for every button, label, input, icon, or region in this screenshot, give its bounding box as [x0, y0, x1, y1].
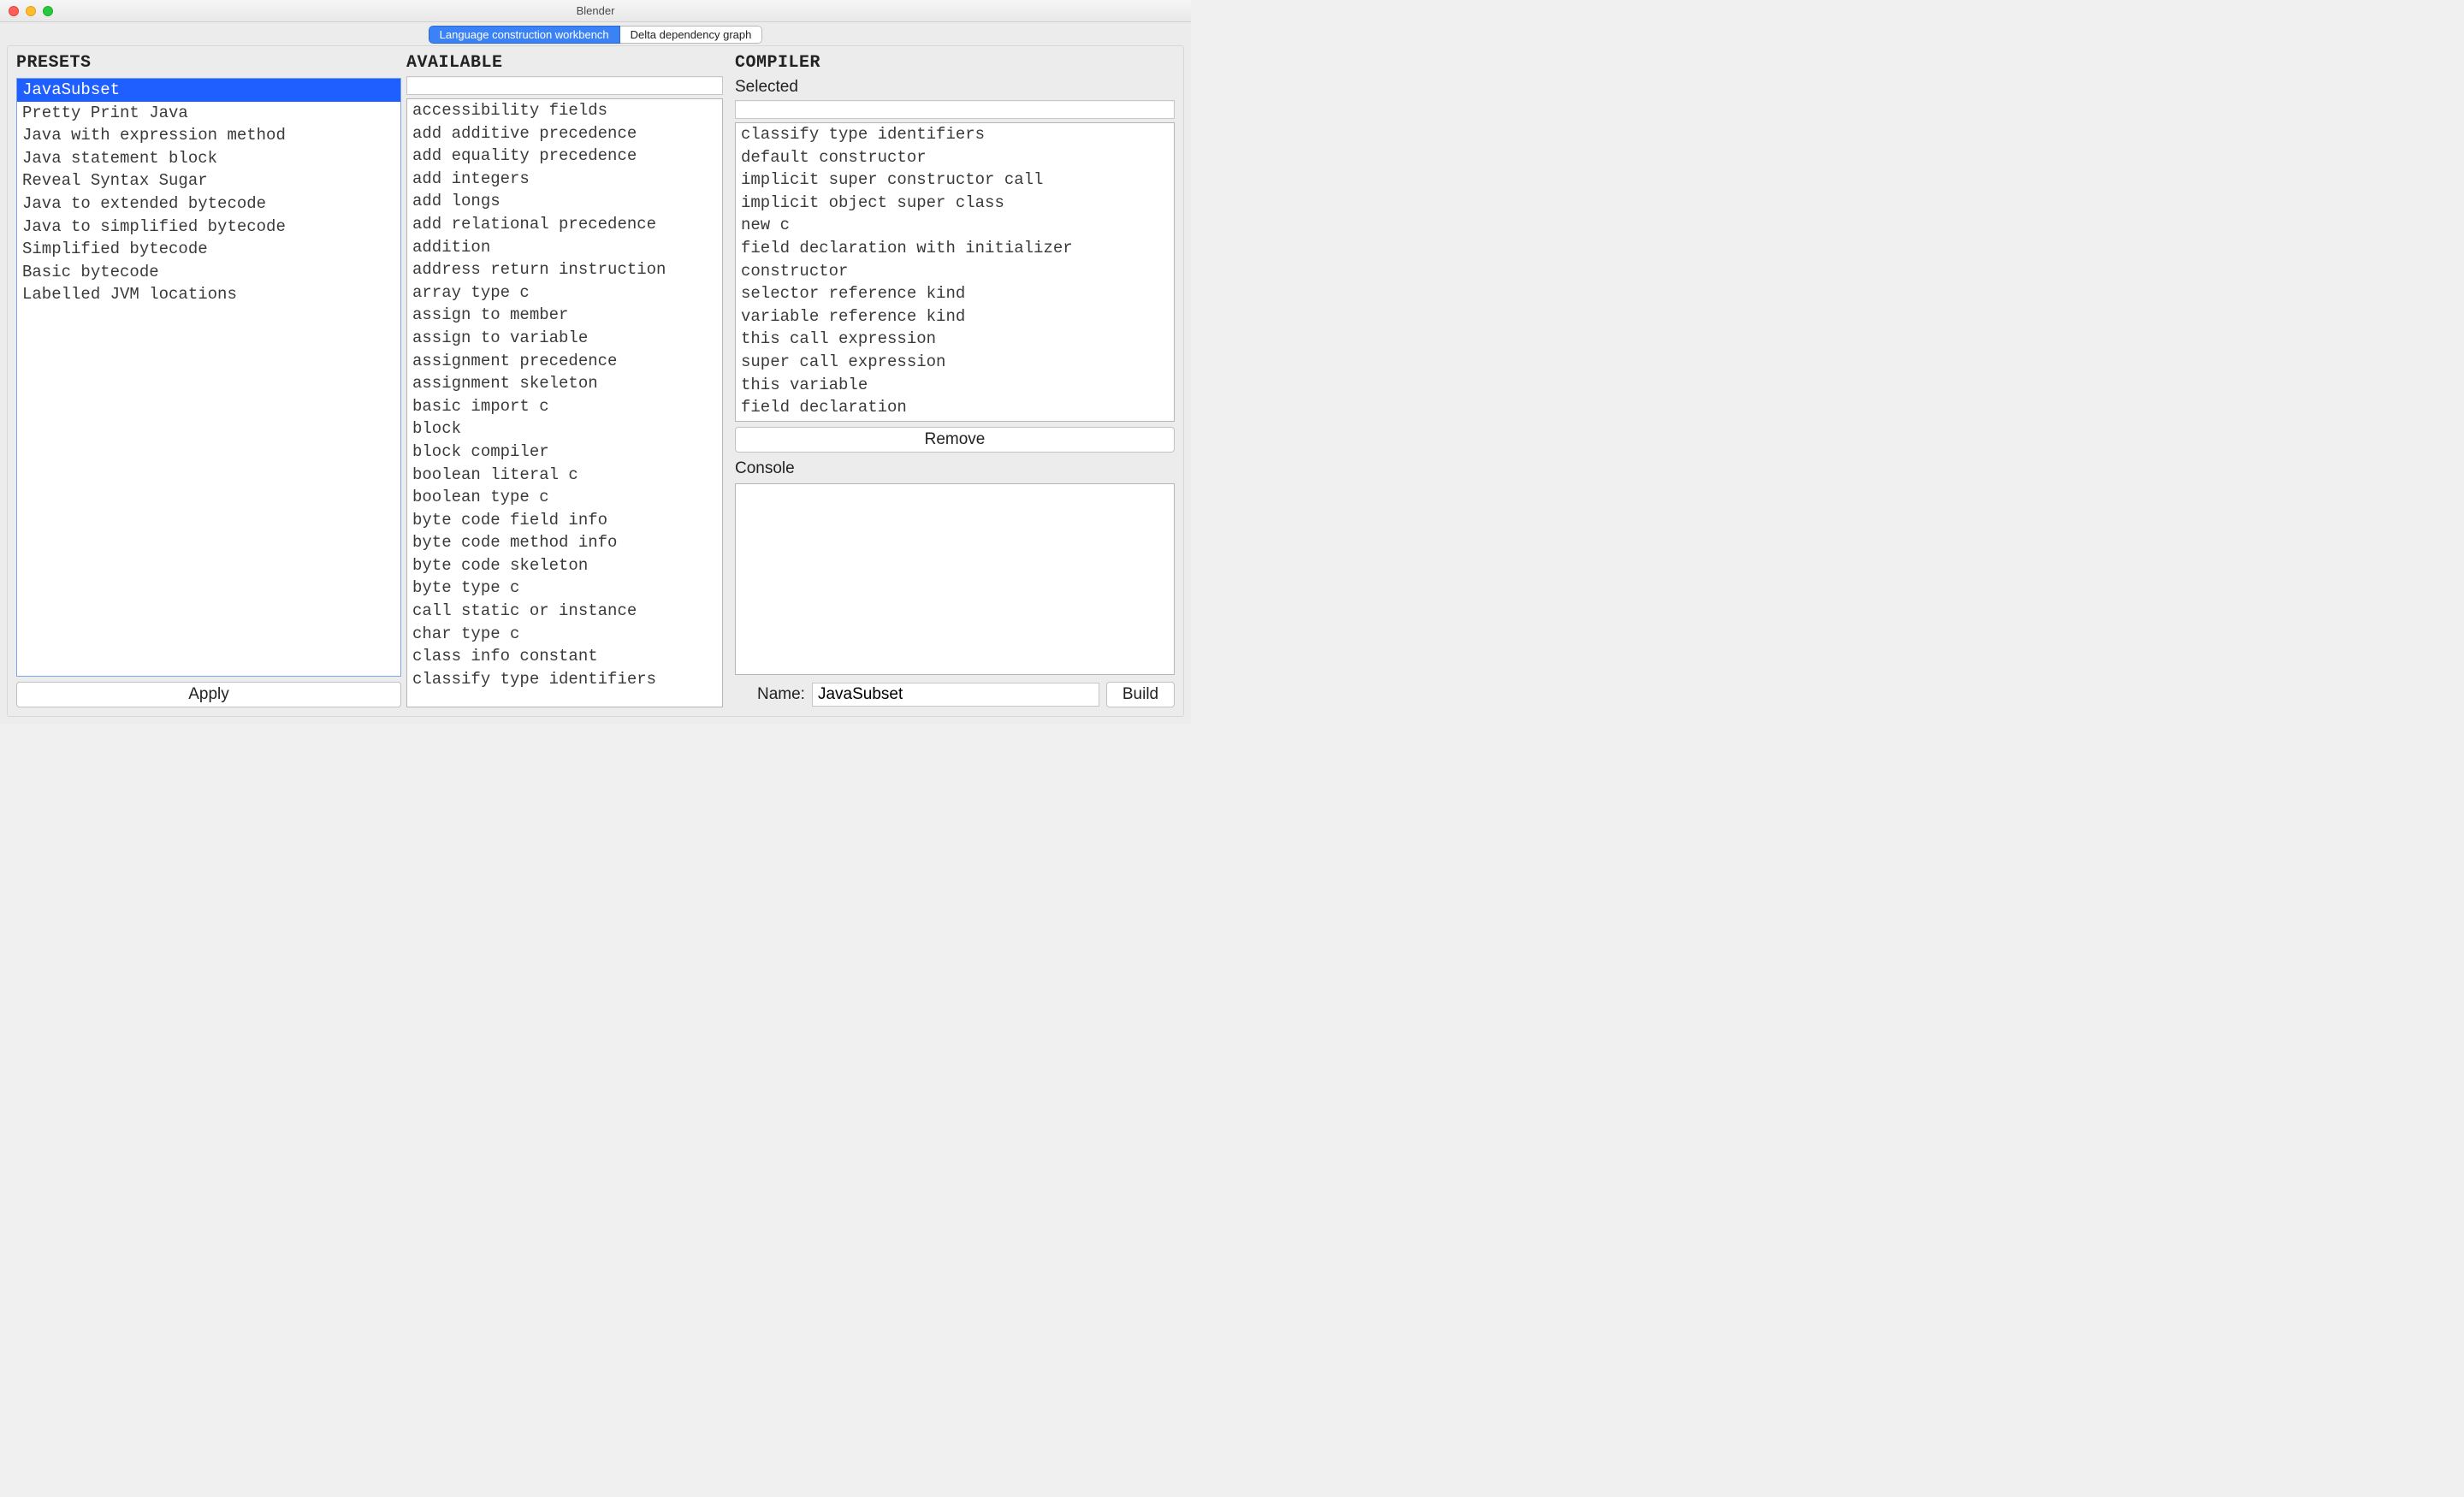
list-item[interactable]: this call expression: [736, 328, 1174, 351]
content-area: PRESETS JavaSubsetPretty Print JavaJava …: [7, 45, 1184, 717]
list-item[interactable]: Java with expression method: [17, 124, 400, 147]
tabs-bar: Language construction workbench Delta de…: [0, 22, 1191, 45]
window-title: Blender: [577, 4, 615, 17]
remove-button[interactable]: Remove: [735, 427, 1175, 453]
list-item[interactable]: Reveal Syntax Sugar: [17, 169, 400, 192]
list-item[interactable]: byte code method info: [407, 531, 722, 554]
list-item[interactable]: selector reference kind: [736, 282, 1174, 305]
available-header: AVAILABLE: [406, 51, 723, 76]
console-header: Console: [735, 458, 1175, 482]
list-item[interactable]: boolean literal c: [407, 464, 722, 487]
tab-language-workbench[interactable]: Language construction workbench: [429, 26, 620, 44]
list-item[interactable]: byte type c: [407, 577, 722, 600]
list-item[interactable]: block: [407, 417, 722, 441]
tab-delta-graph[interactable]: Delta dependency graph: [620, 26, 763, 44]
available-filter-input[interactable]: [406, 76, 723, 95]
list-item[interactable]: Basic bytecode: [17, 261, 400, 284]
available-list[interactable]: accessibility fieldsadd additive precede…: [406, 98, 723, 707]
close-icon[interactable]: [9, 6, 19, 16]
list-item[interactable]: implicit object super class: [736, 192, 1174, 215]
list-item[interactable]: accessibility fields: [407, 99, 722, 122]
minimize-icon[interactable]: [26, 6, 36, 16]
list-item[interactable]: add equality precedence: [407, 145, 722, 168]
list-item[interactable]: address return instruction: [407, 258, 722, 281]
list-item[interactable]: JavaSubset: [17, 79, 400, 102]
list-item[interactable]: classify type identifiers: [407, 668, 722, 691]
list-item[interactable]: add additive precedence: [407, 122, 722, 145]
list-item[interactable]: Pretty Print Java: [17, 102, 400, 125]
list-item[interactable]: add integers: [407, 168, 722, 191]
traffic-lights: [0, 6, 53, 16]
tab-segment: Language construction workbench Delta de…: [429, 26, 763, 44]
name-label: Name:: [757, 685, 805, 704]
list-item[interactable]: call static or instance: [407, 600, 722, 623]
list-item[interactable]: add relational precedence: [407, 213, 722, 236]
list-item[interactable]: assignment precedence: [407, 350, 722, 373]
compiler-column: COMPILER Selected classify type identifi…: [735, 51, 1175, 707]
list-item[interactable]: char type c: [407, 623, 722, 646]
list-item[interactable]: block compiler: [407, 441, 722, 464]
list-item[interactable]: assign to member: [407, 304, 722, 327]
compiler-header: COMPILER: [735, 51, 1175, 76]
console-output: [735, 483, 1175, 675]
list-item[interactable]: Java to extended bytecode: [17, 192, 400, 216]
list-item[interactable]: Java to simplified bytecode: [17, 216, 400, 239]
presets-header: PRESETS: [16, 51, 401, 76]
list-item[interactable]: add longs: [407, 190, 722, 213]
presets-list[interactable]: JavaSubsetPretty Print JavaJava with exp…: [16, 78, 401, 677]
list-item[interactable]: class info constant: [407, 645, 722, 668]
list-item[interactable]: field declaration: [736, 396, 1174, 419]
apply-button[interactable]: Apply: [16, 682, 401, 707]
list-item[interactable]: constructor: [736, 260, 1174, 283]
list-item[interactable]: addition: [407, 236, 722, 259]
list-item[interactable]: array type c: [407, 281, 722, 305]
list-item[interactable]: Java statement block: [17, 147, 400, 170]
titlebar: Blender: [0, 0, 1191, 22]
list-item[interactable]: implicit super constructor call: [736, 169, 1174, 192]
build-button[interactable]: Build: [1106, 682, 1175, 707]
list-item[interactable]: Simplified bytecode: [17, 238, 400, 261]
list-item[interactable]: byte code field info: [407, 509, 722, 532]
list-item[interactable]: this variable: [736, 374, 1174, 397]
name-input[interactable]: [812, 683, 1099, 707]
list-item[interactable]: classify type identifiers: [736, 123, 1174, 146]
list-item[interactable]: assignment skeleton: [407, 372, 722, 395]
list-item[interactable]: field declaration with initializer: [736, 237, 1174, 260]
list-item[interactable]: basic import c: [407, 395, 722, 418]
list-item[interactable]: byte code skeleton: [407, 554, 722, 577]
zoom-icon[interactable]: [43, 6, 53, 16]
presets-column: PRESETS JavaSubsetPretty Print JavaJava …: [16, 51, 401, 707]
list-item[interactable]: super call expression: [736, 351, 1174, 374]
name-row: Name: Build: [735, 682, 1175, 707]
list-item[interactable]: new c: [736, 214, 1174, 237]
list-item[interactable]: Labelled JVM locations: [17, 283, 400, 306]
list-item[interactable]: assign to variable: [407, 327, 722, 350]
selected-filter-input[interactable]: [735, 100, 1175, 119]
list-item[interactable]: variable reference kind: [736, 305, 1174, 328]
selected-list[interactable]: classify type identifiersdefault constru…: [735, 122, 1175, 422]
available-column: AVAILABLE accessibility fieldsadd additi…: [406, 51, 723, 707]
list-item[interactable]: default constructor: [736, 146, 1174, 169]
window-root: Blender Language construction workbench …: [0, 0, 1191, 724]
list-item[interactable]: boolean type c: [407, 486, 722, 509]
selected-header: Selected: [735, 76, 1175, 100]
